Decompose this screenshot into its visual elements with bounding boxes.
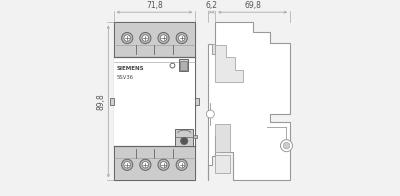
Polygon shape xyxy=(212,44,215,54)
Text: 69,8: 69,8 xyxy=(244,1,261,10)
Polygon shape xyxy=(195,98,199,105)
Circle shape xyxy=(142,162,148,168)
Circle shape xyxy=(178,35,185,41)
Bar xyxy=(114,146,195,181)
Circle shape xyxy=(176,159,187,170)
Polygon shape xyxy=(110,98,114,105)
Circle shape xyxy=(122,159,133,170)
Bar xyxy=(114,57,195,146)
Circle shape xyxy=(280,140,292,152)
Circle shape xyxy=(158,33,169,44)
Bar xyxy=(215,123,230,152)
Circle shape xyxy=(122,33,133,44)
Circle shape xyxy=(180,137,188,145)
Circle shape xyxy=(283,142,290,149)
Circle shape xyxy=(176,33,187,44)
Circle shape xyxy=(124,162,130,168)
Polygon shape xyxy=(215,44,243,83)
Bar xyxy=(175,129,194,146)
Text: 71,8: 71,8 xyxy=(146,1,163,10)
Circle shape xyxy=(160,35,167,41)
Circle shape xyxy=(140,159,151,170)
Circle shape xyxy=(178,162,185,168)
Text: 6,2: 6,2 xyxy=(206,1,218,10)
Circle shape xyxy=(140,33,151,44)
Circle shape xyxy=(142,35,148,41)
Bar xyxy=(114,22,195,57)
Polygon shape xyxy=(194,135,197,138)
Circle shape xyxy=(160,162,167,168)
Circle shape xyxy=(124,35,130,41)
Circle shape xyxy=(170,63,175,68)
Circle shape xyxy=(206,110,214,118)
Bar xyxy=(179,59,188,71)
Text: 5SV36: 5SV36 xyxy=(116,75,133,80)
Polygon shape xyxy=(208,22,290,181)
Bar xyxy=(215,155,230,172)
Bar xyxy=(114,22,195,181)
Text: 89,8: 89,8 xyxy=(97,93,106,110)
Text: SIEMENS: SIEMENS xyxy=(116,66,144,72)
Bar xyxy=(180,61,187,70)
Circle shape xyxy=(158,159,169,170)
